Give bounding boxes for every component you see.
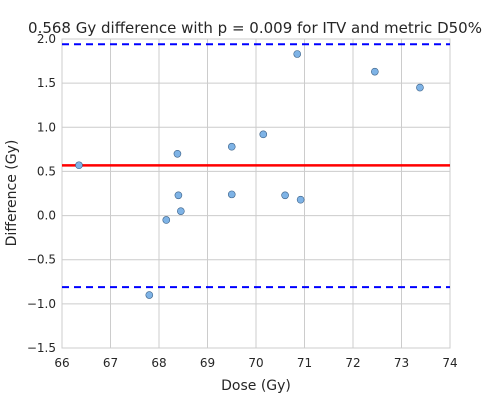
- y-tick-label: 1.5: [37, 76, 56, 90]
- y-tick-label: −1.5: [27, 341, 56, 355]
- data-point: [173, 149, 182, 158]
- data-points: [75, 50, 424, 299]
- grid: [61, 38, 451, 349]
- data-point: [296, 195, 305, 204]
- x-tick-labels: 66 67 68 69 70 71 72 73 74: [54, 356, 457, 370]
- plot-frame: [61, 38, 451, 349]
- data-point: [281, 191, 289, 200]
- y-tick-label: −1.0: [27, 297, 56, 311]
- y-tick-label: 2.0: [37, 32, 56, 46]
- y-tick-label: 1.0: [37, 120, 56, 134]
- x-tick-label: 68: [151, 356, 166, 370]
- data-point: [227, 190, 236, 199]
- x-tick-label: 70: [248, 356, 263, 370]
- data-point: [174, 191, 183, 200]
- data-point: [371, 67, 379, 76]
- data-point: [227, 142, 236, 151]
- y-tick-label: 0.5: [37, 164, 56, 178]
- y-tick-label: 0.0: [37, 209, 56, 223]
- data-point: [416, 83, 424, 92]
- y-tick-label: −0.5: [27, 253, 56, 267]
- data-point: [293, 50, 302, 58]
- y-axis-title: Difference (Gy): [4, 140, 20, 247]
- x-tick-label: 74: [442, 356, 457, 370]
- reference-lines: [62, 43, 450, 289]
- x-tick-label: 73: [394, 356, 409, 370]
- x-tick-label: 66: [54, 356, 69, 370]
- data-point: [162, 216, 171, 224]
- data-point: [145, 291, 154, 299]
- data-point: [177, 207, 185, 215]
- data-point: [259, 130, 268, 139]
- x-tick-label: 71: [297, 356, 312, 370]
- x-tick-label: 67: [103, 356, 118, 370]
- chart-title: 0.568 Gy difference with p = 0.009 for I…: [28, 19, 482, 37]
- data-point: [75, 161, 83, 170]
- x-tick-label: 69: [200, 356, 215, 370]
- x-tick-label: 72: [345, 356, 360, 370]
- y-tick-labels: −1.5 −1.0 −0.5 0.0 0.5 1.0 1.5 2.0: [27, 32, 56, 355]
- x-axis-title: Dose (Gy): [221, 378, 291, 394]
